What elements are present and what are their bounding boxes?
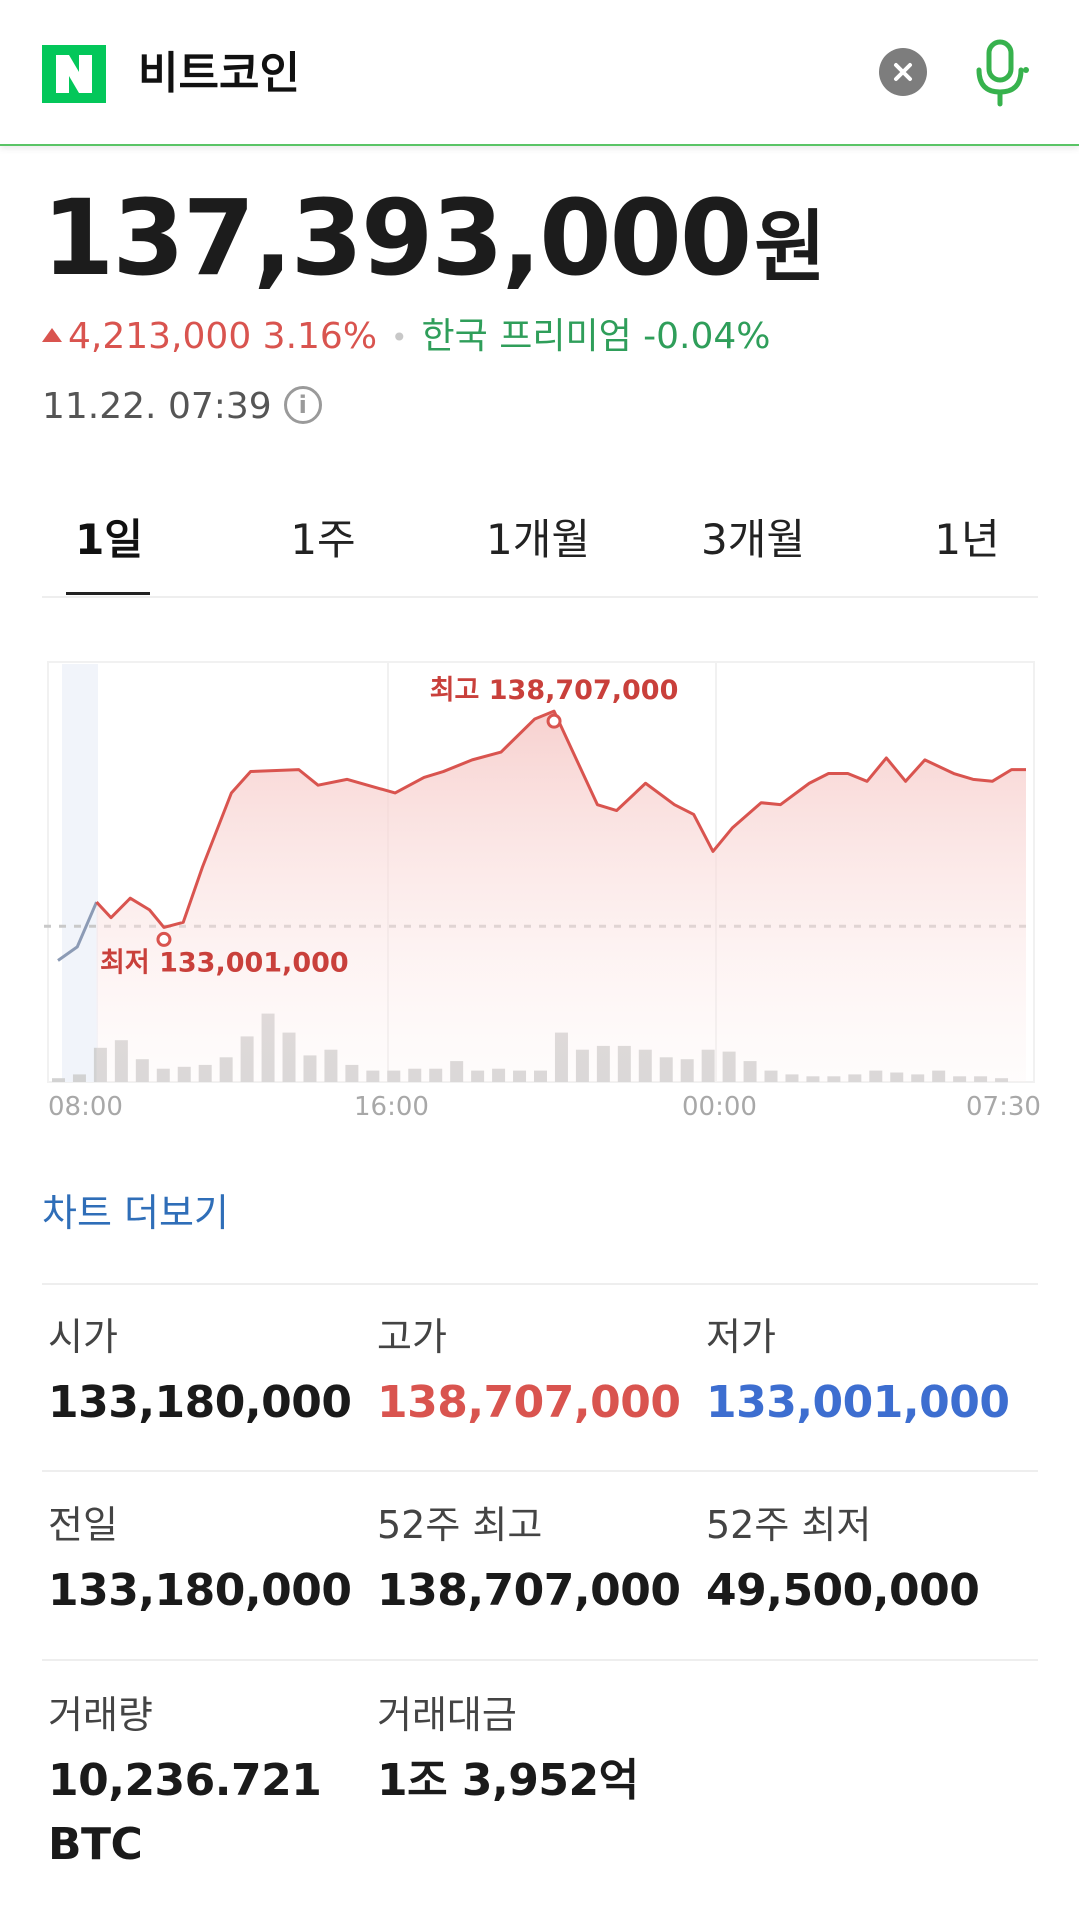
price-change: 4,213,000 3.16% [68, 316, 378, 357]
stats-divider-1 [42, 1470, 1038, 1472]
price-area [96, 711, 1027, 1082]
volume-bar [72, 1074, 86, 1082]
stat-turnover-label: 거래대금 [377, 1693, 517, 1737]
high-label: 최고 138,707,000 [430, 675, 679, 706]
stat-open-label: 시가 [48, 1315, 118, 1359]
stat-52w-high-value: 138,707,000 [377, 1565, 681, 1616]
voice-search-button[interactable] [970, 38, 1030, 108]
price-change-line: 4,213,000 3.16% • 한국 프리미엄 -0.04% [42, 312, 771, 362]
high-marker [546, 713, 562, 729]
stat-52w-low-value: 49,500,000 [706, 1565, 980, 1616]
stats-divider-2 [42, 1659, 1038, 1661]
premarket-line [57, 901, 98, 962]
low-marker [156, 931, 172, 947]
stat-high-value: 138,707,000 [377, 1377, 681, 1428]
tab-3-months[interactable]: 3개월 [700, 515, 805, 564]
naver-n-icon [42, 45, 106, 103]
low-label: 최저 133,001,000 [100, 947, 349, 978]
price-value: 137,393,000 [42, 177, 752, 299]
tab-1-week[interactable]: 1주 [290, 515, 356, 564]
tab-1-day[interactable]: 1일 [75, 515, 143, 564]
dot-separator: • [391, 321, 408, 354]
stat-low-value: 133,001,000 [706, 1377, 1010, 1428]
search-query[interactable]: 비트코인 [138, 48, 300, 99]
x-tick-0730: 07:30 [966, 1092, 1041, 1120]
stat-volume-value: 10,236.721 [48, 1755, 322, 1806]
x-tick-0000: 00:00 [682, 1092, 757, 1120]
current-price: 137,393,000원 [42, 177, 826, 308]
tab-1-year[interactable]: 1년 [934, 515, 1000, 564]
stat-prev-close-value: 133,180,000 [48, 1565, 352, 1616]
price-line [95, 709, 1026, 929]
x-tick-1600: 16:00 [354, 1092, 429, 1120]
chart-more-link[interactable]: 차트 더보기 [42, 1191, 229, 1235]
stat-open-value: 133,180,000 [48, 1377, 352, 1428]
info-circle-icon[interactable]: i [283, 386, 322, 424]
period-tabs: 1일 1주 1개월 3개월 1년 [42, 498, 1038, 598]
stat-52w-high-label: 52주 최고 [377, 1503, 543, 1547]
premarket-band [62, 664, 98, 1082]
stat-prev-close-label: 전일 [48, 1503, 118, 1547]
clear-search-button[interactable] [879, 48, 927, 96]
close-icon [894, 63, 912, 81]
search-bar: 비트코인 [0, 0, 1079, 146]
stat-52w-low-label: 52주 최저 [706, 1503, 872, 1547]
quote-timestamp: 11.22. 07:39 i [42, 382, 322, 432]
microphone-icon [976, 39, 1029, 107]
stat-volume-label: 거래량 [48, 1693, 153, 1737]
price-unit: 원 [754, 203, 826, 293]
korea-premium[interactable]: 한국 프리미엄 -0.04% [421, 316, 771, 357]
tab-1-month[interactable]: 1개월 [485, 515, 590, 564]
stat-low-label: 저가 [706, 1315, 776, 1359]
price-chart[interactable]: 최고 138,707,000 최저 133,001,000 08:00 16:0… [0, 640, 1079, 1120]
stat-high-label: 고가 [377, 1315, 447, 1359]
stat-volume-unit: BTC [48, 1819, 143, 1870]
volume-bar [52, 1078, 65, 1082]
timestamp-text: 11.22. 07:39 [42, 386, 272, 427]
stat-turnover-value: 1조 3,952억 [377, 1755, 639, 1806]
stats-divider-top [42, 1283, 1038, 1285]
active-tab-indicator [66, 592, 150, 595]
up-arrow-icon [42, 328, 62, 342]
naver-logo[interactable] [42, 45, 106, 103]
x-tick-0800: 08:00 [48, 1092, 123, 1120]
